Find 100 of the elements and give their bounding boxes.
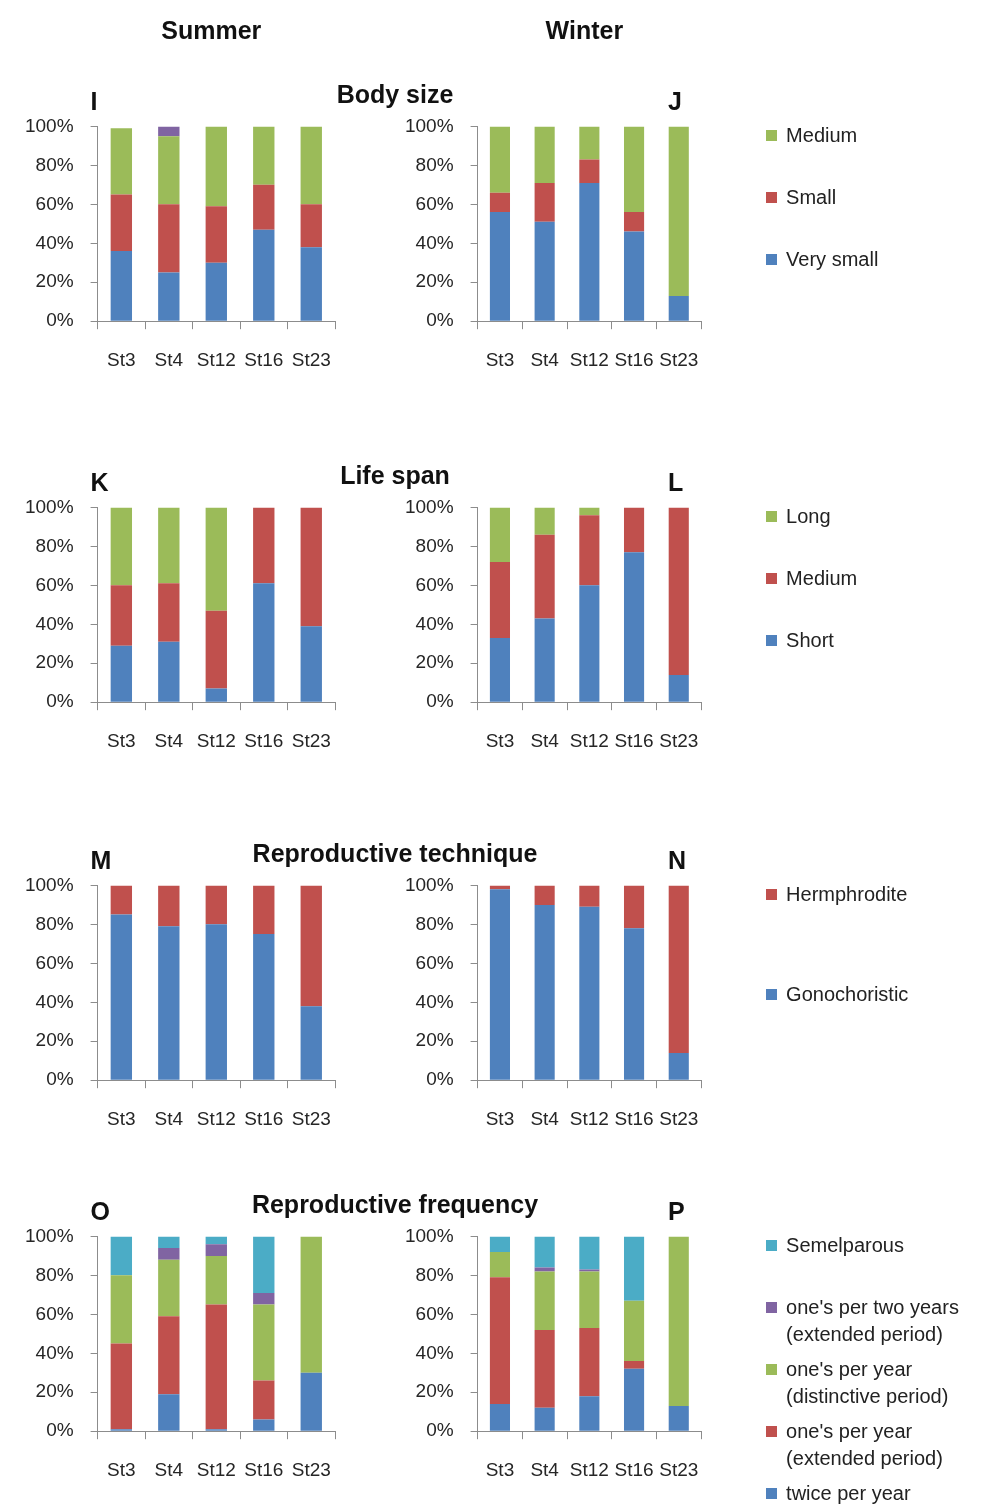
chart-title: K [90,467,109,498]
bar [253,184,275,230]
x-tick-label: St23 [291,348,331,370]
y-tick-label: 100% [404,1224,454,1246]
bar [489,561,510,638]
bar [110,128,133,195]
x-tick-label: St3 [107,348,136,370]
bar [489,126,510,193]
x-tick-label: St23 [659,1107,699,1129]
x-tick-label: St3 [107,1107,136,1129]
x-tick-label: St23 [659,348,699,370]
bar [110,914,133,1080]
bar [110,194,133,252]
bar [253,1419,275,1431]
bar [579,159,600,183]
y-tick-label: 20% [415,1380,454,1402]
y-tick-label: 40% [35,990,74,1012]
chart-title: J [668,86,682,117]
y-tick-label: 0% [46,1419,74,1441]
bar [110,885,133,915]
y-tick-label: 40% [415,990,454,1012]
bar [624,928,645,1080]
bar [158,126,180,137]
bar [624,885,645,929]
bar [205,262,227,321]
bar [158,926,180,1080]
bar [668,1236,689,1406]
y-tick-label: 0% [426,1068,454,1090]
bar [579,515,600,586]
y-tick-label: 100% [24,495,74,517]
bar [489,1236,510,1252]
bar [534,1271,555,1330]
y-tick-label: 0% [426,309,454,331]
y-tick-label: 100% [404,114,454,136]
bar [253,1380,275,1420]
bar [158,204,180,273]
y-tick-label: 80% [415,1263,454,1285]
bar [205,885,227,925]
bar [624,1236,645,1301]
bar [110,585,133,646]
bar [253,583,275,702]
bar [579,1236,600,1270]
bar [158,136,180,205]
chart-title: N [668,845,687,876]
bar [668,1405,689,1431]
bar [158,641,180,702]
y-tick-label: 40% [415,231,454,253]
text: Body size [336,79,454,110]
bar [579,585,600,702]
chart-title: I [90,86,98,117]
bar [110,251,133,321]
bar [534,126,555,183]
x-tick-label: St4 [530,1458,560,1480]
bar [489,1277,510,1404]
bar [158,507,180,584]
y-tick-label: 0% [46,309,74,331]
bar [300,507,322,627]
x-tick-label: St16 [614,348,654,370]
bar [253,1304,275,1381]
bar [624,212,645,232]
bar [489,1251,510,1278]
bar [110,1343,133,1430]
legend-label: Long [786,503,831,529]
bar [489,212,510,321]
bar [579,182,600,321]
bar [579,1396,600,1431]
y-tick-label: 20% [35,270,74,292]
x-tick-label: St3 [485,1107,515,1129]
bar [205,507,227,611]
y-tick-label: 80% [415,153,454,175]
x-tick-label: St12 [569,348,609,370]
bar [110,645,133,702]
x-tick-label: St12 [196,348,236,370]
x-tick-label: St12 [196,729,236,751]
chart-title: O [90,1196,111,1227]
y-tick-label: 20% [415,270,454,292]
x-tick-label: St3 [107,1458,136,1480]
y-tick-label: 40% [35,231,74,253]
bar [300,885,322,1007]
y-tick-label: 80% [35,153,74,175]
bar [253,1236,275,1293]
bar [205,610,227,689]
bar [534,1329,555,1408]
bar [205,1304,227,1430]
bar [668,885,689,1053]
bar [624,552,645,702]
bar [534,1407,555,1431]
bar [110,1236,133,1276]
x-tick-label: St3 [485,1458,515,1480]
legend-label: twice per year [786,1480,911,1506]
text: Life span [340,460,450,491]
y-tick-label: 100% [24,114,74,136]
text: Summer [161,15,262,46]
bar [668,507,689,675]
bar [300,626,322,702]
y-tick-label: 80% [35,1263,74,1285]
bar [300,204,322,248]
chart-title: L [668,467,684,498]
legend-label: Gonochoristic [786,981,909,1007]
bar [253,229,275,321]
